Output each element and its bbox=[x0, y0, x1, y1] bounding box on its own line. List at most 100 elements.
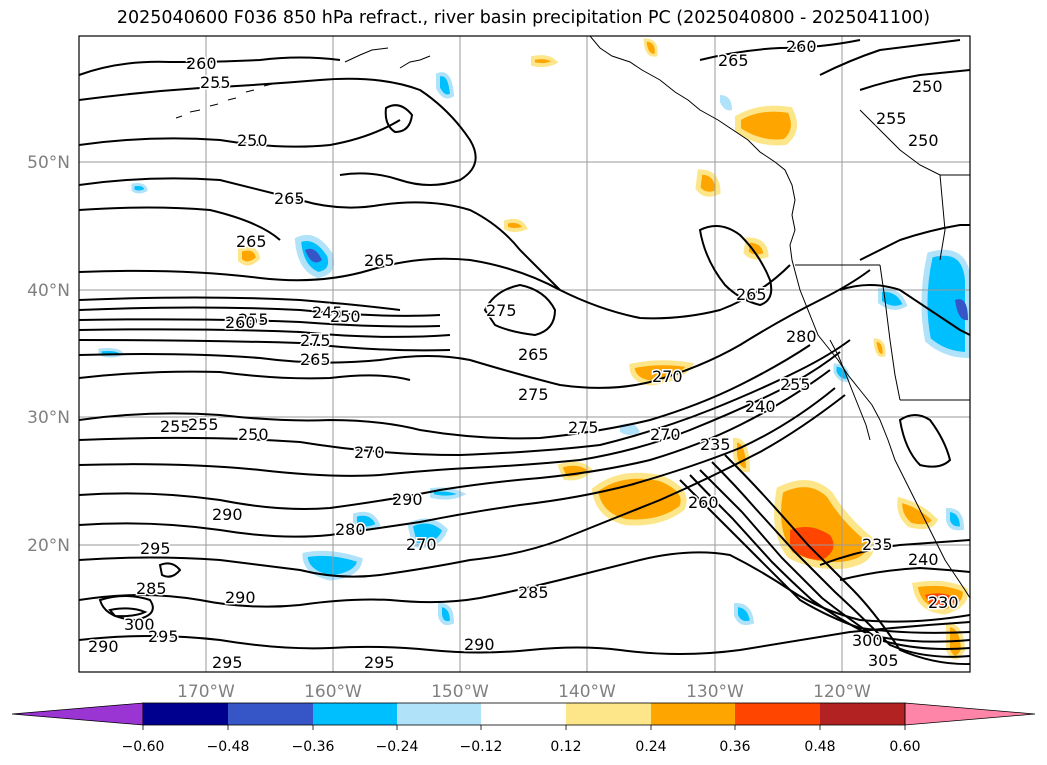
positive-anomaly-patch bbox=[643, 38, 658, 57]
latitude-label: 20°N bbox=[27, 536, 70, 556]
colorbar: −0.60 −0.48 −0.36 −0.24 −0.12 0.12 0.24 … bbox=[11, 702, 1036, 755]
colorbar-segment bbox=[313, 703, 397, 725]
contour-label: 275 bbox=[568, 418, 599, 437]
positive-anomaly-patch bbox=[531, 55, 559, 68]
strong-positive-anomaly-patch bbox=[790, 526, 834, 560]
contour-label: 265 bbox=[300, 350, 331, 369]
colorbar-tick-label: −0.36 bbox=[292, 739, 335, 755]
colorbar-segment bbox=[228, 703, 313, 725]
coastline bbox=[175, 36, 970, 599]
positive-anomaly-patch bbox=[238, 246, 261, 266]
contour-label: 265 bbox=[364, 251, 395, 270]
contour-label: 260 bbox=[186, 54, 217, 73]
negative-anomaly-patch bbox=[131, 183, 148, 194]
map-title: 2025040600 F036 850 hPa refract., river … bbox=[116, 8, 931, 28]
contour-label: 250 bbox=[912, 77, 943, 96]
positive-anomaly-patch bbox=[735, 105, 797, 146]
contour-label: 260 bbox=[688, 493, 719, 512]
colorbar-tick-label: −0.48 bbox=[207, 739, 250, 755]
contour-label: 250 bbox=[908, 131, 939, 150]
contour-label: 290 bbox=[88, 637, 119, 656]
latitude-label: 30°N bbox=[27, 408, 70, 428]
negative-anomaly-patch bbox=[734, 602, 755, 626]
contour-label: 255 bbox=[160, 417, 191, 436]
colorbar-tick-label: 0.48 bbox=[804, 739, 835, 755]
contour-label: 250 bbox=[237, 131, 268, 150]
negative-anomaly-patch bbox=[438, 602, 455, 626]
contour-label: 285 bbox=[518, 583, 549, 602]
graticule bbox=[79, 36, 970, 672]
colorbar-segment bbox=[566, 703, 651, 725]
colorbar-tick-label: −0.60 bbox=[122, 739, 165, 755]
contour-label: 270 bbox=[652, 367, 683, 386]
longitude-label: 140°W bbox=[558, 682, 616, 702]
contour-label: 300 bbox=[124, 615, 155, 634]
colorbar-ticks bbox=[142, 725, 906, 730]
longitude-axis: 170°W 160°W 150°W 140°W 130°W 120°W bbox=[177, 682, 871, 702]
contour-label: 290 bbox=[392, 490, 423, 509]
negative-anomaly-patch bbox=[921, 249, 970, 359]
contour-label: 295 bbox=[364, 653, 395, 672]
contour-label: 245 bbox=[312, 303, 343, 322]
colorbar-extend-low bbox=[11, 702, 144, 726]
longitude-label: 160°W bbox=[304, 682, 362, 702]
colorbar-outline bbox=[142, 702, 906, 726]
contour-label: 295 bbox=[140, 539, 171, 558]
positive-anomaly-patch bbox=[695, 169, 721, 197]
colorbar-segment bbox=[481, 703, 566, 725]
contour-label: 255 bbox=[780, 375, 811, 394]
contour-label: 300 bbox=[852, 631, 883, 650]
colorbar-extend-high bbox=[904, 702, 1036, 726]
negative-anomaly-patch bbox=[436, 72, 455, 99]
contour-label: 280 bbox=[786, 327, 817, 346]
positive-anomaly-patch bbox=[743, 237, 769, 260]
positive-anomaly-patch bbox=[873, 338, 886, 357]
longitude-label: 170°W bbox=[177, 682, 235, 702]
refractivity-contours bbox=[79, 39, 970, 666]
colorbar-tick-label: 0.12 bbox=[550, 739, 581, 755]
colorbar-tick-label: −0.24 bbox=[376, 739, 419, 755]
contour-label: 270 bbox=[650, 425, 681, 444]
contour-label: 250 bbox=[330, 307, 361, 326]
contour-label: 275 bbox=[486, 301, 517, 320]
contour-label: 270 bbox=[406, 535, 437, 554]
map-frame bbox=[78, 35, 971, 673]
contour-label: 270 bbox=[354, 443, 385, 462]
contour-label: 235 bbox=[862, 535, 893, 554]
positive-anomaly-patch bbox=[629, 360, 695, 386]
strong-negative-anomaly-patch bbox=[305, 248, 322, 263]
contour-label: 265 bbox=[236, 232, 267, 251]
contour-label: 260 bbox=[786, 37, 817, 56]
negative-anomaly-patch bbox=[878, 287, 908, 310]
colorbar-segment bbox=[735, 703, 820, 725]
colorbar-tick-label: 0.36 bbox=[719, 739, 750, 755]
contour-label: 255 bbox=[238, 310, 269, 329]
positive-anomaly-patch bbox=[504, 218, 528, 232]
colorbar-tick-label: 0.60 bbox=[889, 739, 920, 755]
colorbar-segment bbox=[820, 703, 905, 725]
contour-label: 240 bbox=[908, 550, 939, 569]
longitude-label: 120°W bbox=[813, 682, 871, 702]
contour-label: 265 bbox=[736, 285, 767, 304]
strong-positive-anomaly-patch bbox=[925, 593, 958, 606]
contour-label: 230 bbox=[928, 593, 959, 612]
contour-label-group: 260 255 250 265 265 265 245 250 255 260 … bbox=[87, 36, 961, 672]
contour-label: 240 bbox=[745, 397, 776, 416]
contour-label: 250 bbox=[238, 425, 269, 444]
contour-label: 255 bbox=[188, 415, 219, 434]
latitude-axis: 50°N 40°N 30°N 20°N bbox=[27, 153, 70, 556]
colorbar-segment bbox=[397, 703, 481, 725]
contour-label: 285 bbox=[136, 579, 167, 598]
contour-label: 295 bbox=[148, 627, 179, 646]
contour-label: 265 bbox=[274, 189, 305, 208]
longitude-label: 150°W bbox=[431, 682, 489, 702]
contour-label: 260 bbox=[225, 313, 256, 332]
contour-label: 280 bbox=[335, 520, 366, 539]
contour-label: 255 bbox=[200, 73, 231, 92]
contour-label: 255 bbox=[876, 109, 907, 128]
negative-anomaly-patch bbox=[353, 511, 381, 531]
contour-label: 305 bbox=[868, 651, 899, 670]
strong-negative-anomaly-patch bbox=[955, 299, 968, 321]
colorbar-segment bbox=[143, 703, 228, 725]
